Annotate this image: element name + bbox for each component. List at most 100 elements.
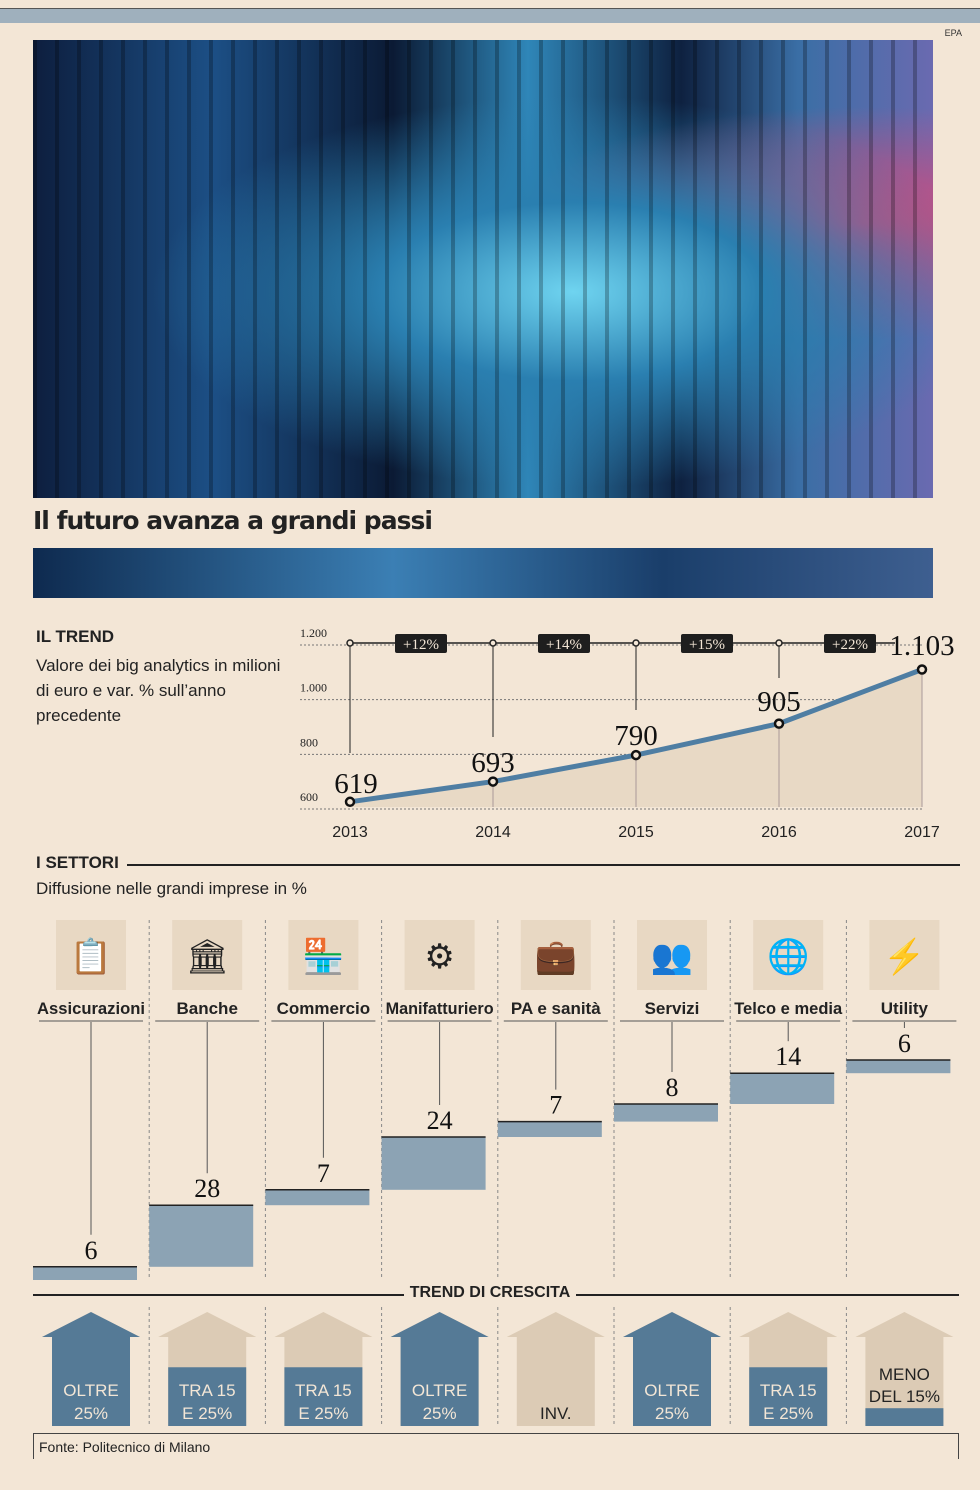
sector-icon: ⚡ xyxy=(883,937,925,977)
sector-icon: 👥 xyxy=(651,938,693,976)
growth-label: E 25% xyxy=(298,1404,348,1423)
sector-label: Commercio xyxy=(277,999,371,1018)
x-tick-label: 2013 xyxy=(332,824,368,841)
value-label: 693 xyxy=(471,747,515,779)
bar-value-label: 28 xyxy=(194,1174,220,1203)
change-label: +14% xyxy=(546,637,582,653)
change-badge xyxy=(538,634,590,653)
value-label: 1.103 xyxy=(889,630,954,662)
y-tick-label: 1.000 xyxy=(300,681,327,695)
trend-description: Valore dei big analytics in milioni di e… xyxy=(36,656,281,725)
growth-label: OLTRE xyxy=(63,1381,118,1400)
sector-icon: ⚙ xyxy=(424,938,454,976)
growth-label: E 25% xyxy=(182,1404,232,1423)
change-badge xyxy=(824,634,876,653)
bar-value-label: 6 xyxy=(898,1029,911,1058)
change-badge xyxy=(395,634,447,653)
sector-icon: 🏛 xyxy=(186,938,229,976)
growth-label: 25% xyxy=(655,1404,689,1423)
change-label: +15% xyxy=(689,637,725,653)
growth-arrow-fill xyxy=(623,1312,721,1426)
source-note: Fonte: Politecnico di Milano xyxy=(33,1433,959,1459)
y-tick-label: 1.200 xyxy=(300,626,327,640)
growth-heading: TREND DI CRESCITA xyxy=(403,1284,577,1301)
sector-label: Telco e media xyxy=(734,999,843,1018)
change-marker xyxy=(632,639,640,647)
bar-value-label: 14 xyxy=(775,1042,801,1071)
photo-credit: EPA xyxy=(944,28,962,38)
y-tick-label: 800 xyxy=(300,735,318,749)
waterfall-bar xyxy=(33,1266,137,1280)
waterfall-bar xyxy=(730,1073,835,1104)
sector-label: Banche xyxy=(176,999,237,1018)
top-bar xyxy=(0,8,980,23)
sector-icon-bg xyxy=(404,920,475,990)
change-label: +12% xyxy=(403,637,439,653)
growth-arrow-fill xyxy=(168,1367,247,1426)
sector-icon: 💼 xyxy=(535,938,577,976)
growth-label: TRA 15 xyxy=(295,1381,352,1400)
growth-label: 25% xyxy=(74,1404,108,1423)
sectors-description: Diffusione nelle grandi imprese in % xyxy=(36,879,307,898)
data-point xyxy=(630,749,642,761)
growth-arrow-fill xyxy=(284,1367,363,1426)
x-tick-label: 2015 xyxy=(618,824,654,841)
growth-label: E 25% xyxy=(763,1404,813,1423)
data-point xyxy=(344,796,356,808)
waterfall-bar xyxy=(381,1137,486,1190)
sector-label: Manifatturiero xyxy=(386,999,494,1018)
waterfall-bar xyxy=(149,1205,254,1267)
bar-value-label: 7 xyxy=(549,1091,562,1120)
growth-label: TRA 15 xyxy=(760,1381,817,1400)
value-label: 905 xyxy=(757,686,801,718)
sector-label: Servizi xyxy=(645,999,700,1018)
divider xyxy=(36,864,960,866)
sector-icon-bg xyxy=(637,920,707,990)
photo-strip xyxy=(33,548,933,598)
sectors-heading: I SETTORI xyxy=(36,853,127,873)
growth-arrow-fill xyxy=(390,1312,489,1426)
bar-value-label: 24 xyxy=(427,1106,453,1135)
sector-label: Assicurazioni xyxy=(37,999,145,1018)
growth-label: OLTRE xyxy=(412,1381,467,1400)
sector-icon: 🏪 xyxy=(302,937,344,976)
change-badge xyxy=(681,634,733,653)
waterfall-bar xyxy=(497,1121,602,1137)
growth-arrow xyxy=(506,1312,605,1426)
growth-label: 25% xyxy=(423,1404,457,1423)
sector-icon-bg xyxy=(288,920,359,990)
data-center-photo xyxy=(33,40,933,498)
change-marker xyxy=(346,639,354,647)
y-tick-label: 600 xyxy=(300,790,318,804)
change-label: +22% xyxy=(832,637,868,653)
sector-icon: 📋 xyxy=(70,937,112,976)
sector-icon: 🌐 xyxy=(767,937,809,976)
change-marker xyxy=(775,639,783,647)
sector-label: Utility xyxy=(881,999,929,1018)
waterfall-bar xyxy=(846,1060,951,1074)
sector-icon-bg xyxy=(172,920,243,990)
waterfall-bar xyxy=(265,1189,370,1206)
value-label: 619 xyxy=(334,768,378,800)
value-label: 790 xyxy=(614,720,658,752)
sector-icon-bg xyxy=(753,920,824,990)
bar-value-label: 8 xyxy=(666,1073,679,1102)
growth-label: OLTRE xyxy=(644,1381,699,1400)
growth-label: DEL 15% xyxy=(869,1387,940,1406)
sector-label: PA e sanità xyxy=(511,999,601,1018)
growth-arrow-fill xyxy=(749,1367,828,1426)
waterfall-bar xyxy=(614,1104,718,1122)
sector-icon-bg xyxy=(520,920,591,990)
change-marker xyxy=(489,639,497,647)
x-tick-label: 2014 xyxy=(475,824,511,841)
sector-icon-bg xyxy=(56,920,126,990)
x-tick-label: 2017 xyxy=(904,824,940,841)
data-point xyxy=(487,776,499,787)
trend-heading: IL TREND xyxy=(36,627,115,646)
page-title: Il futuro avanza a grandi passi xyxy=(33,506,433,535)
growth-arrow xyxy=(855,1312,954,1426)
x-tick-label: 2016 xyxy=(761,824,797,841)
data-point xyxy=(773,718,785,729)
